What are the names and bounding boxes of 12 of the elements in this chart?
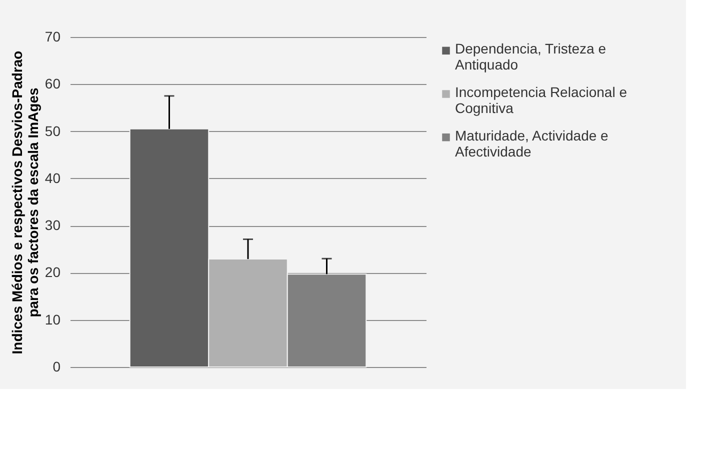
legend-label: Maturidade, Actividade e Afectividade xyxy=(455,127,609,160)
y-tick-label: 20 xyxy=(44,264,61,280)
y-tick-label: 70 xyxy=(44,28,61,44)
y-tick-label: 10 xyxy=(44,311,61,328)
legend-label: Incompetencia Relacional e Cognitiva xyxy=(455,84,628,116)
y-tick-label: 40 xyxy=(44,170,61,186)
y-tick-label: 0 xyxy=(52,358,61,374)
y-tick-label: 30 xyxy=(44,217,61,234)
y-tick-label: 60 xyxy=(44,76,61,92)
y-tick-label: 50 xyxy=(44,122,61,139)
legend-label: Dependencia, Tristeza e Antiquado xyxy=(455,40,606,73)
y-axis-title: Indices Médios e respectivos Desvios-Padrao para os factores da escala ImAges xyxy=(8,50,41,354)
